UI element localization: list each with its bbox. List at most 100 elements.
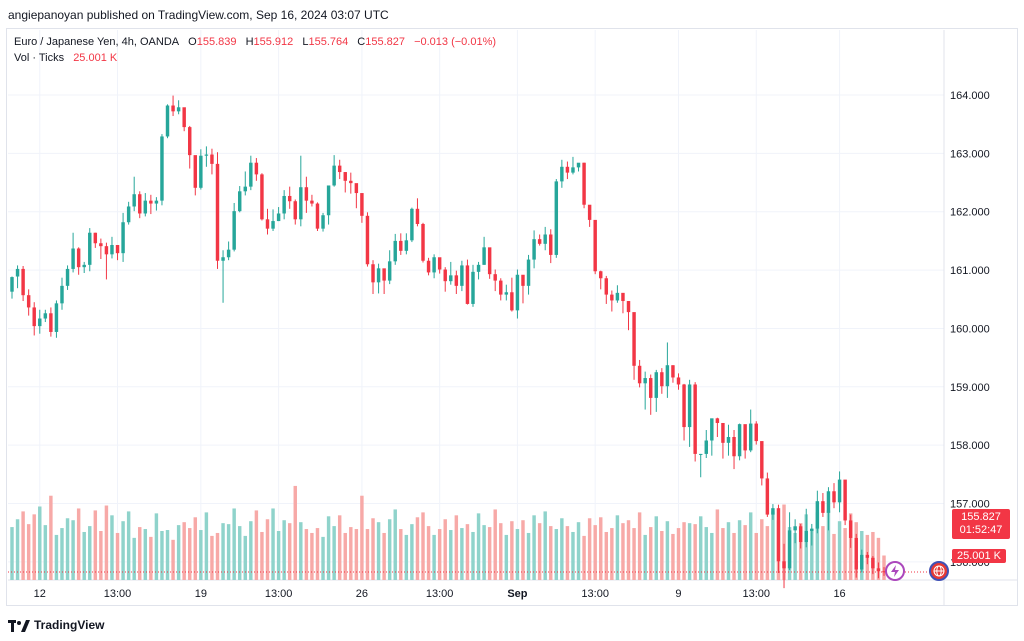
y-tick-label: 161.000 — [950, 265, 990, 277]
candle-body — [460, 265, 464, 286]
candle-body — [832, 491, 836, 503]
candle-body — [260, 174, 264, 220]
volume-bar — [143, 529, 148, 580]
candle-body — [88, 232, 92, 265]
candle-body — [643, 378, 647, 384]
volume-bar — [504, 534, 509, 580]
candle-body — [576, 162, 581, 168]
volume-bar — [160, 531, 164, 580]
candle-body — [171, 105, 175, 112]
candle-body — [837, 479, 842, 503]
candle-body — [843, 479, 847, 521]
volume-bar — [221, 523, 225, 580]
last-price-badge: 155.827 01:52:47 — [952, 509, 1010, 539]
y-tick-label: 158.000 — [950, 440, 990, 452]
volume-badge: 25.001 K — [952, 549, 1006, 563]
volume-bar — [449, 530, 453, 580]
x-tick-label: 13:00 — [742, 588, 770, 600]
candle-body — [771, 508, 775, 515]
volume-bar — [460, 528, 464, 580]
volume-bar — [54, 534, 59, 580]
candle-body — [493, 274, 497, 281]
volume-bar — [443, 519, 447, 580]
candle-body — [121, 222, 125, 254]
candle-body — [504, 292, 509, 295]
volume-bar — [104, 505, 109, 580]
volume-bar — [748, 512, 753, 580]
volume-bar — [687, 523, 692, 580]
candle-body — [54, 303, 59, 332]
candle-body — [871, 557, 875, 569]
candle-body — [421, 223, 425, 261]
tradingview-logo-icon[interactable] — [8, 619, 30, 632]
volume-bar — [115, 532, 120, 580]
candle-body — [204, 154, 209, 156]
volume-bar — [15, 519, 20, 580]
volume-bar — [49, 495, 53, 580]
volume-bar — [582, 535, 586, 580]
volume-bar — [710, 532, 714, 580]
volume-bar — [343, 532, 347, 580]
volume-bar — [515, 529, 520, 580]
candle-body — [599, 271, 603, 279]
volume-bar — [76, 508, 81, 580]
y-tick-label: 157.000 — [950, 499, 990, 511]
volume-bar — [360, 495, 364, 580]
candle-body — [704, 440, 708, 454]
volume-bar — [60, 528, 64, 580]
candle-body — [560, 166, 564, 182]
candle-body — [304, 187, 309, 201]
candle-body — [415, 208, 420, 224]
globe-icon[interactable] — [929, 561, 949, 581]
volume-bar — [371, 518, 375, 580]
volume-bar — [399, 529, 403, 580]
candle-body — [865, 554, 870, 558]
y-tick-label: 164.000 — [950, 90, 990, 102]
volume-bar — [243, 535, 247, 580]
volume-bar — [432, 534, 436, 580]
candle-body — [521, 274, 525, 286]
last-price-value: 155.827 — [961, 511, 1001, 523]
x-tick-label: 13:00 — [265, 588, 293, 600]
volume-bar — [393, 509, 397, 580]
candle-body — [532, 239, 536, 260]
candle-body — [76, 248, 81, 268]
candle-body — [637, 365, 642, 384]
candle-body — [798, 526, 803, 543]
candle-body — [854, 537, 858, 570]
volume-label[interactable]: Vol · Ticks — [14, 52, 65, 64]
volume-bar — [132, 537, 136, 580]
volume-bar — [71, 520, 75, 580]
volume-bar — [543, 511, 547, 580]
volume-bar — [626, 520, 631, 580]
footer-brand[interactable]: TradingView — [34, 618, 105, 632]
volume-bar — [499, 523, 503, 580]
candle-body — [826, 491, 831, 513]
candle-body — [321, 215, 325, 229]
candle-body — [176, 107, 181, 112]
candle-body — [760, 441, 764, 479]
candle-body — [404, 240, 409, 251]
candle-body — [287, 195, 292, 202]
volume-bar — [599, 517, 603, 580]
volume-bar — [649, 527, 653, 580]
volume-bar — [810, 529, 814, 580]
volume-bar — [732, 532, 736, 580]
candle-body — [21, 268, 25, 296]
volume-bar — [415, 517, 420, 580]
volume-bar — [782, 504, 786, 580]
candle-body — [743, 424, 747, 451]
volume-bar — [249, 521, 253, 580]
lightning-icon[interactable] — [885, 561, 905, 581]
volume-bar — [565, 526, 570, 580]
volume-bar — [32, 514, 36, 580]
candle-body — [193, 155, 198, 188]
candle-body — [371, 264, 375, 283]
candle-body — [754, 423, 758, 442]
candle-body — [787, 530, 792, 569]
volume-bar — [715, 509, 720, 580]
candle-body — [165, 105, 170, 137]
symbol-title[interactable]: Euro / Japanese Yen, 4h, OANDA — [14, 36, 180, 48]
candle-body — [60, 285, 64, 304]
